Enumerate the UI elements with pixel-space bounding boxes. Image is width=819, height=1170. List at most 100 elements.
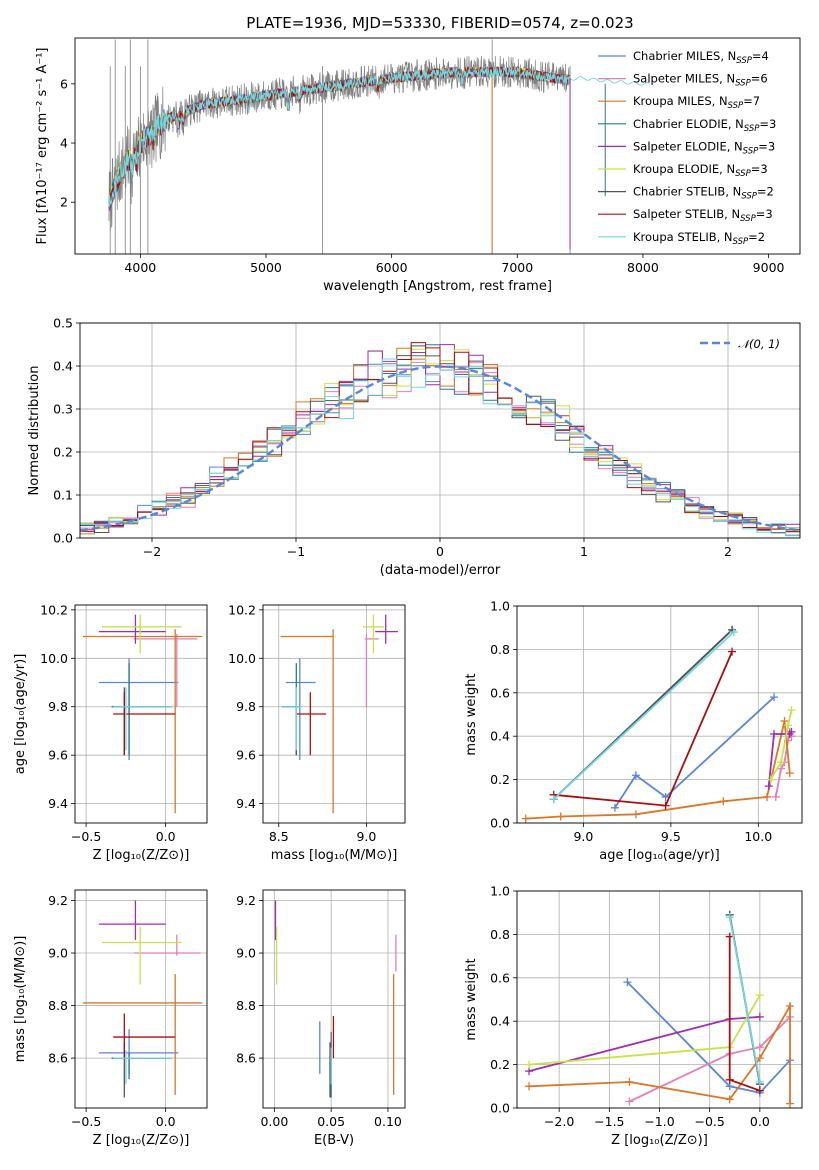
plot-area bbox=[280, 614, 398, 814]
y-tick-label: 0.6 bbox=[490, 970, 510, 985]
plot-area bbox=[82, 900, 203, 1098]
mass-weight-marker bbox=[729, 628, 738, 637]
mass-weight-marker bbox=[770, 693, 779, 702]
axes-spectrum: 4000 5000 6000 7000 8000 9000 2 4 6 wavelength [A… bbox=[35, 37, 801, 294]
mass-weight-marker bbox=[525, 1060, 534, 1069]
x-tick-label: 8.5 bbox=[269, 829, 289, 844]
legend-label: Salpeter STELIB, NSSP=3 bbox=[633, 207, 773, 224]
y-axis-label: mass weight bbox=[464, 958, 479, 1040]
axes-massweight_vs_age: 9.0 9.5 10.0 0.0 0.2 0.4 0.6 0.8 1.0 age [log₁₀(a… bbox=[464, 599, 803, 863]
mass-weight-marker bbox=[785, 1099, 794, 1108]
x-tick-label: 8000 bbox=[627, 260, 659, 275]
x-axis-label: E(B-V) bbox=[314, 1133, 354, 1148]
grid bbox=[75, 890, 207, 1108]
mass-weight-marker bbox=[719, 797, 728, 806]
y-axis-label: Flux [fλ10⁻¹⁷ erg cm⁻² s⁻¹ A⁻¹] bbox=[35, 48, 50, 245]
y-tick-label: 8.6 bbox=[48, 1051, 68, 1066]
axes-massweight_vs_Z: −2.0 −1.5 −1.0 −0.5 0.0 0.0 0.2 0.4 0.6 0.8 1.0 Z [… bbox=[464, 884, 803, 1148]
x-tick-label: 0.00 bbox=[260, 1114, 288, 1129]
plot-area bbox=[80, 342, 800, 538]
residual-histogram bbox=[80, 358, 800, 538]
y-tick-label: 0.1 bbox=[53, 488, 73, 503]
y-tick-label: 6 bbox=[60, 76, 68, 91]
x-tick-label: 0 bbox=[436, 544, 444, 559]
y-tick-label: 0.8 bbox=[490, 642, 510, 657]
y-tick-label: 8.6 bbox=[236, 1051, 256, 1066]
y-tick-label: 0.4 bbox=[490, 1014, 510, 1029]
y-tick-label: 9.6 bbox=[48, 748, 68, 763]
axes-frame bbox=[74, 37, 801, 255]
mass-weight-marker bbox=[755, 1054, 764, 1063]
legend-value: =4 bbox=[752, 49, 769, 63]
axes-mass_vs_Z: −0.5 0.0 8.6 8.8 9.0 9.2 Z [log₁₀(Z/Z⊙)] mass [… bbox=[13, 889, 208, 1148]
axes-frame bbox=[262, 604, 406, 824]
x-tick-label: 0.0 bbox=[156, 1114, 176, 1129]
mass-weight-line bbox=[614, 696, 775, 809]
mass-weight-marker bbox=[755, 1086, 764, 1095]
y-tick-label: 0.3 bbox=[53, 402, 73, 417]
y-tick-label: 10.0 bbox=[228, 651, 256, 666]
y-tick-label: 0.4 bbox=[490, 729, 510, 744]
mass-weight-marker bbox=[549, 795, 558, 804]
plot-area bbox=[521, 625, 796, 823]
plot-area bbox=[108, 39, 650, 254]
mass-weight-marker bbox=[631, 810, 640, 819]
y-tick-label: 10.2 bbox=[40, 602, 68, 617]
x-tick-label: −0.5 bbox=[71, 1114, 101, 1129]
legend-subscript: SSP bbox=[740, 214, 756, 224]
x-tick-label: −0.5 bbox=[71, 829, 101, 844]
y-tick-label: 9.0 bbox=[48, 946, 68, 961]
mass-weight-marker bbox=[785, 1002, 794, 1011]
y-tick-label: 10.0 bbox=[40, 651, 68, 666]
x-tick-label: 6000 bbox=[376, 260, 408, 275]
mass-weight-marker bbox=[755, 1012, 764, 1021]
mass-weight-line bbox=[769, 709, 793, 781]
legend-label: 𝒩(0, 1) bbox=[738, 337, 780, 351]
mass-weight-line bbox=[728, 916, 761, 1083]
x-tick-label: −2 bbox=[143, 544, 161, 559]
mass-weight-marker bbox=[631, 771, 640, 780]
x-tick-label: −1 bbox=[287, 544, 305, 559]
mass-weight-marker bbox=[725, 1075, 734, 1084]
mass-weight-marker bbox=[525, 1082, 534, 1091]
legend-label: Salpeter MILES, NSSP=6 bbox=[633, 72, 768, 89]
legend-value: =6 bbox=[751, 72, 768, 86]
mass-weight-marker bbox=[777, 758, 786, 767]
legend-label: Salpeter ELODIE, NSSP=3 bbox=[633, 139, 775, 156]
grid bbox=[517, 605, 802, 824]
y-axis-label: Normed distribution bbox=[27, 366, 42, 496]
model-spectrum bbox=[108, 66, 571, 207]
y-tick-label: 9.4 bbox=[236, 796, 256, 811]
axes-age_vs_Z: −0.5 0.0 9.4 9.6 9.8 10.0 10.2 Z [log₁₀(Z/Z⊙)] a… bbox=[13, 602, 208, 863]
x-axis-label: Z [log₁₀(Z/Z⊙)] bbox=[93, 848, 190, 863]
y-tick-label: 10.2 bbox=[228, 602, 256, 617]
y-tick-label: 0.2 bbox=[490, 772, 510, 787]
legend-value: =3 bbox=[758, 139, 775, 153]
mass-weight-marker bbox=[661, 792, 670, 801]
mass-weight-marker bbox=[780, 717, 789, 726]
mass-weight-marker bbox=[556, 812, 565, 821]
axes-frame bbox=[262, 889, 406, 1109]
x-tick-label: −0.5 bbox=[694, 1114, 724, 1129]
legend-subscript: SSP bbox=[743, 146, 759, 156]
legend-subscript: SSP bbox=[733, 237, 749, 247]
grid bbox=[263, 605, 405, 823]
legend-subscript: SSP bbox=[736, 56, 752, 66]
mass-weight-line bbox=[528, 1002, 791, 1104]
x-axis-label: wavelength [Angstrom, rest frame] bbox=[323, 279, 552, 294]
x-tick-label: 1 bbox=[580, 544, 588, 559]
legend-label: Kroupa ELODIE, NSSP=3 bbox=[633, 162, 768, 179]
mass-weight-marker bbox=[771, 792, 780, 801]
axes-frame bbox=[516, 605, 803, 824]
y-tick-label: 8.8 bbox=[236, 998, 256, 1013]
x-axis-label: Z [log₁₀(Z/Z⊙)] bbox=[611, 1133, 708, 1148]
x-tick-label: 9.5 bbox=[661, 829, 681, 844]
mass-weight-line bbox=[528, 1016, 760, 1072]
mass-weight-line bbox=[728, 936, 761, 1092]
axes-frame bbox=[74, 604, 208, 824]
mass-weight-marker bbox=[725, 1095, 734, 1104]
legend-subscript: SSP bbox=[735, 169, 751, 179]
mass-weight-marker bbox=[764, 782, 773, 791]
legend-value: =3 bbox=[756, 207, 773, 221]
axes-frame bbox=[516, 890, 803, 1109]
